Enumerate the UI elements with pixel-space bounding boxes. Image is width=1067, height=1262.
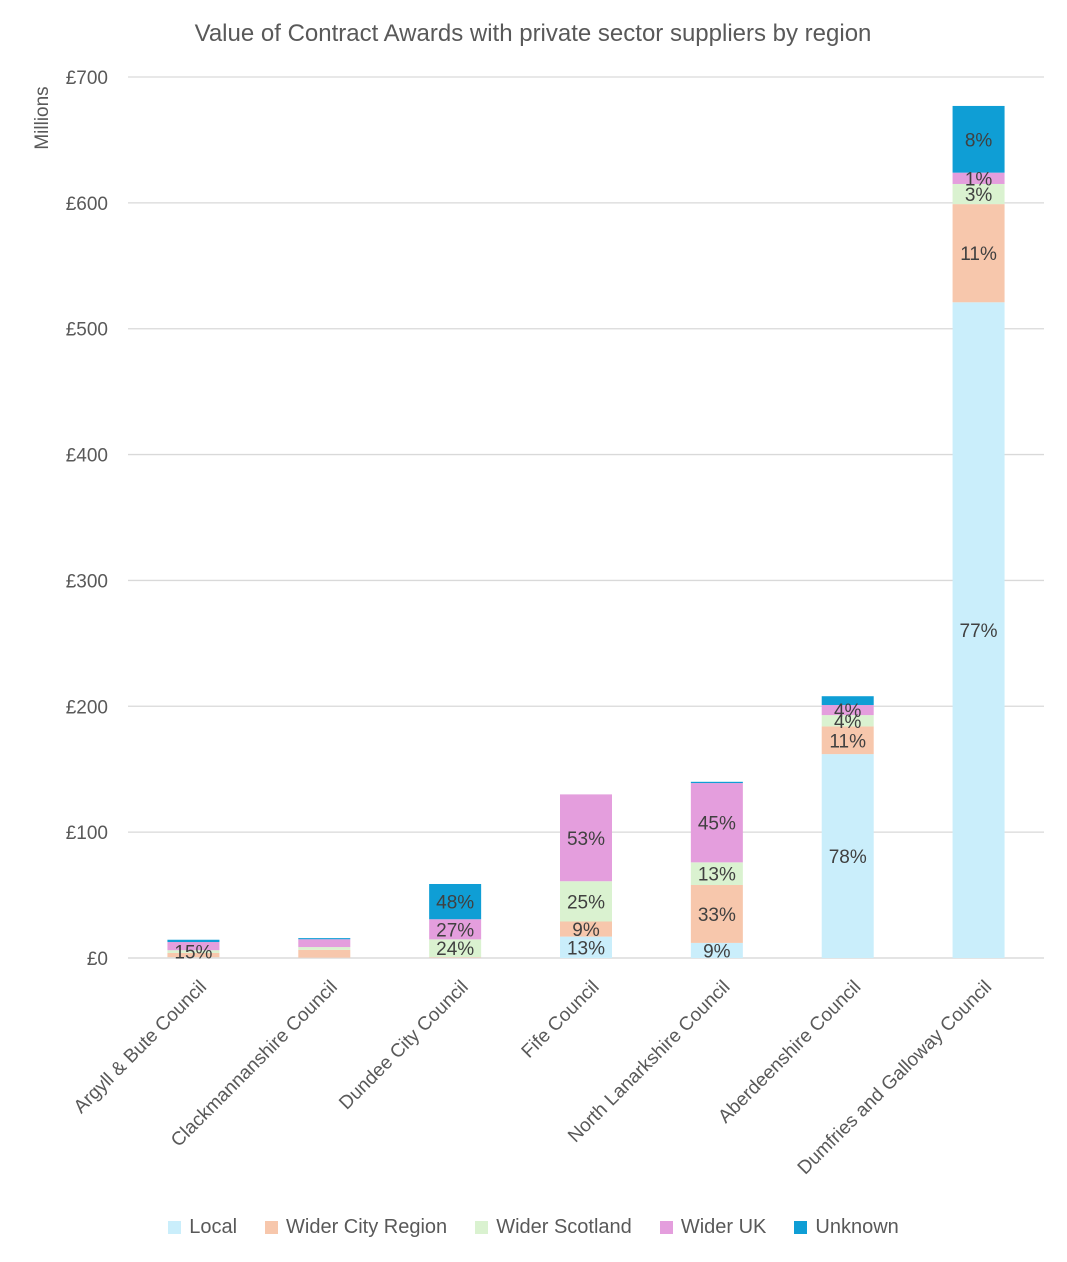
bar-segment [690,781,743,784]
bar-segment [952,105,1005,173]
category-label: Argyll & Bute Council [70,977,211,1118]
chart-title: Value of Contract Awards with private se… [195,20,872,47]
y-tick-label: £500 [66,320,108,341]
y-tick-label: £700 [66,68,108,89]
legend-item: Wider City Region [265,1216,447,1239]
category-label: Aberdeenshire Council [714,977,865,1128]
data-label: 9% [572,920,600,941]
data-label: 11% [960,244,997,265]
legend-swatch [794,1221,808,1234]
bar-segment [952,302,1005,958]
legend-item: Wider Scotland [475,1216,632,1239]
data-label: 48% [436,893,474,914]
y-tick-label: £100 [66,823,108,844]
legend-label: Wider City Region [286,1216,448,1238]
data-label: 25% [567,892,605,913]
bar-segment [167,939,220,943]
data-label: 3% [965,185,993,206]
y-tick-label: £200 [66,697,108,718]
data-label: 45% [698,814,736,835]
bar-segment [690,942,743,958]
legend-label: Wider Scotland [496,1216,632,1238]
legend-swatch [168,1221,182,1234]
bar-segment [690,862,743,886]
bar-segment [429,883,482,920]
y-axis-ticks: £0 £100 £200 £300 £400 £500 £600 £700 [66,68,108,970]
legend: Local Wider City Region Wider Scotland Wide… [0,1216,1067,1239]
bar-segment [298,947,351,950]
bar-segment [298,949,351,958]
bar-segment [690,885,743,943]
bar-segment [821,754,874,958]
bar-segment [560,921,612,937]
bar-segment [821,705,874,716]
bar-segment [298,939,351,948]
bar-segment [952,204,1005,303]
bar-segment [167,952,220,958]
legend-item: Wider UK [659,1216,767,1239]
data-labels: 15% 24%27%48%13%9%25%53%9%33%13%45%78%11%… [174,130,997,963]
y-axis-label: Millions [32,86,53,149]
data-label: 78% [829,847,867,868]
data-label: 53% [567,829,605,850]
legend-swatch [265,1221,279,1234]
data-label: 77% [960,621,998,642]
legend-item: Unknown [794,1216,899,1239]
legend-swatch [659,1221,673,1234]
bar-segment [821,715,874,727]
bar-segment [560,794,612,882]
bars [167,105,1005,958]
data-label: 27% [436,920,474,941]
bar-segment [167,957,220,958]
bar-segment [821,726,874,755]
y-tick-label: £600 [66,194,108,215]
bar-segment [821,696,874,706]
bar-segment [167,942,220,951]
category-label: Fife Council [518,977,604,1063]
y-tick-label: £0 [87,949,108,970]
bar-segment [952,172,1005,184]
data-label: 11% [829,731,866,752]
bar-segment [429,939,482,957]
data-label: 24% [436,939,474,960]
y-tick-label: £400 [66,446,108,467]
category-label: Dundee City Council [335,977,472,1114]
data-label: 33% [698,905,736,926]
data-label: 9% [703,941,731,962]
legend-item: Local [168,1216,237,1239]
legend-label: Wider UK [680,1216,767,1238]
data-label: 15% [174,943,212,964]
bar-segment [167,950,220,953]
bar-segment [690,783,743,863]
data-label: 4% [834,701,862,722]
bar-segment [429,956,482,958]
data-label: 1% [965,169,993,190]
data-label: 13% [698,865,736,886]
bar-segment [560,881,612,922]
data-label: 13% [567,938,605,959]
data-label: 8% [965,130,993,151]
y-tick-label: £300 [66,571,108,592]
bar-segment [429,919,482,940]
legend-swatch [475,1221,489,1234]
bar-segment [298,938,351,940]
legend-label: Local [189,1216,238,1238]
legend-label: Unknown [815,1216,899,1238]
bar-segment [952,183,1005,205]
bar-segment [560,936,612,958]
data-label: 4% [834,712,862,733]
